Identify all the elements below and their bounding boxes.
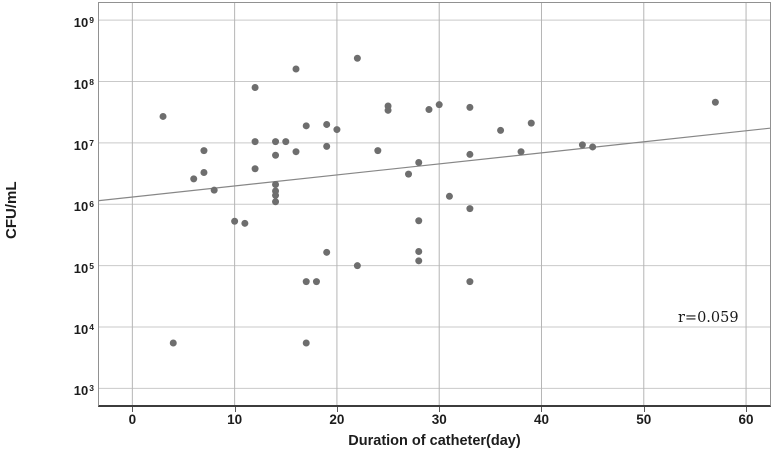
data-point — [292, 65, 300, 73]
x-tick-label: 20 — [329, 412, 345, 427]
x-tick-mark — [132, 407, 134, 412]
data-point — [353, 262, 361, 270]
trend-line — [99, 127, 770, 202]
data-point — [312, 278, 320, 286]
x-tick-mark — [336, 407, 338, 412]
x-tick-label: 30 — [431, 412, 447, 427]
y-tick-label: 105 — [73, 260, 94, 276]
data-point — [302, 278, 310, 286]
data-point — [210, 186, 218, 194]
data-point — [445, 192, 453, 200]
y-tick-label: 107 — [73, 137, 94, 153]
data-point — [466, 205, 474, 213]
data-point — [384, 106, 392, 114]
plot-box — [98, 2, 771, 407]
data-point — [415, 248, 423, 256]
data-point — [251, 84, 259, 92]
data-point — [323, 248, 331, 256]
data-point — [200, 168, 208, 176]
x-tick-label: 60 — [738, 412, 754, 427]
correlation-annotation: r=0.059 — [678, 310, 739, 326]
x-tick-mark — [746, 407, 748, 412]
x-tick-label: 40 — [533, 412, 549, 427]
x-axis-title: Duration of catheter(day) — [348, 433, 521, 449]
data-point — [353, 54, 361, 62]
x-tick-mark — [439, 407, 441, 412]
data-point — [415, 257, 423, 265]
data-point — [272, 151, 280, 159]
x-tick-label: 0 — [128, 412, 137, 427]
y-tick-label: 106 — [73, 199, 94, 215]
data-point — [517, 148, 525, 156]
data-point — [589, 143, 597, 151]
data-point — [282, 138, 290, 146]
data-point — [435, 101, 443, 109]
data-point — [190, 175, 198, 183]
data-point — [272, 198, 280, 206]
data-point — [323, 120, 331, 128]
y-tick-label: 103 — [73, 383, 94, 399]
y-tick-label: 109 — [73, 15, 94, 31]
y-tick-label: 104 — [73, 322, 94, 338]
x-tick-label: 50 — [636, 412, 652, 427]
data-point — [272, 181, 280, 189]
plot-area — [99, 3, 770, 405]
x-tick-mark — [234, 407, 236, 412]
data-point — [466, 278, 474, 286]
data-point — [231, 217, 239, 225]
data-point — [251, 165, 259, 173]
y-axis-title: CFU/mL — [3, 181, 20, 239]
y-tick-label: 108 — [73, 76, 94, 92]
data-point — [169, 339, 177, 347]
data-point — [374, 147, 382, 155]
data-point — [251, 138, 259, 146]
data-point — [578, 141, 586, 149]
x-tick-label: 10 — [227, 412, 243, 427]
data-point — [415, 217, 423, 225]
data-point — [302, 339, 310, 347]
data-point — [466, 103, 474, 111]
data-point — [323, 142, 331, 150]
x-tick-mark — [541, 407, 543, 412]
data-point — [711, 98, 719, 106]
data-point — [272, 191, 280, 199]
data-point — [200, 147, 208, 155]
data-point — [497, 126, 505, 134]
data-point — [466, 150, 474, 158]
data-point — [527, 119, 535, 127]
data-point — [333, 126, 341, 134]
data-point — [302, 122, 310, 130]
data-point — [415, 158, 423, 166]
x-tick-mark — [643, 407, 645, 412]
data-point — [405, 170, 413, 178]
data-point — [159, 112, 167, 120]
data-point — [272, 138, 280, 146]
data-point — [425, 106, 433, 114]
data-point — [241, 219, 249, 227]
data-point — [292, 148, 300, 156]
